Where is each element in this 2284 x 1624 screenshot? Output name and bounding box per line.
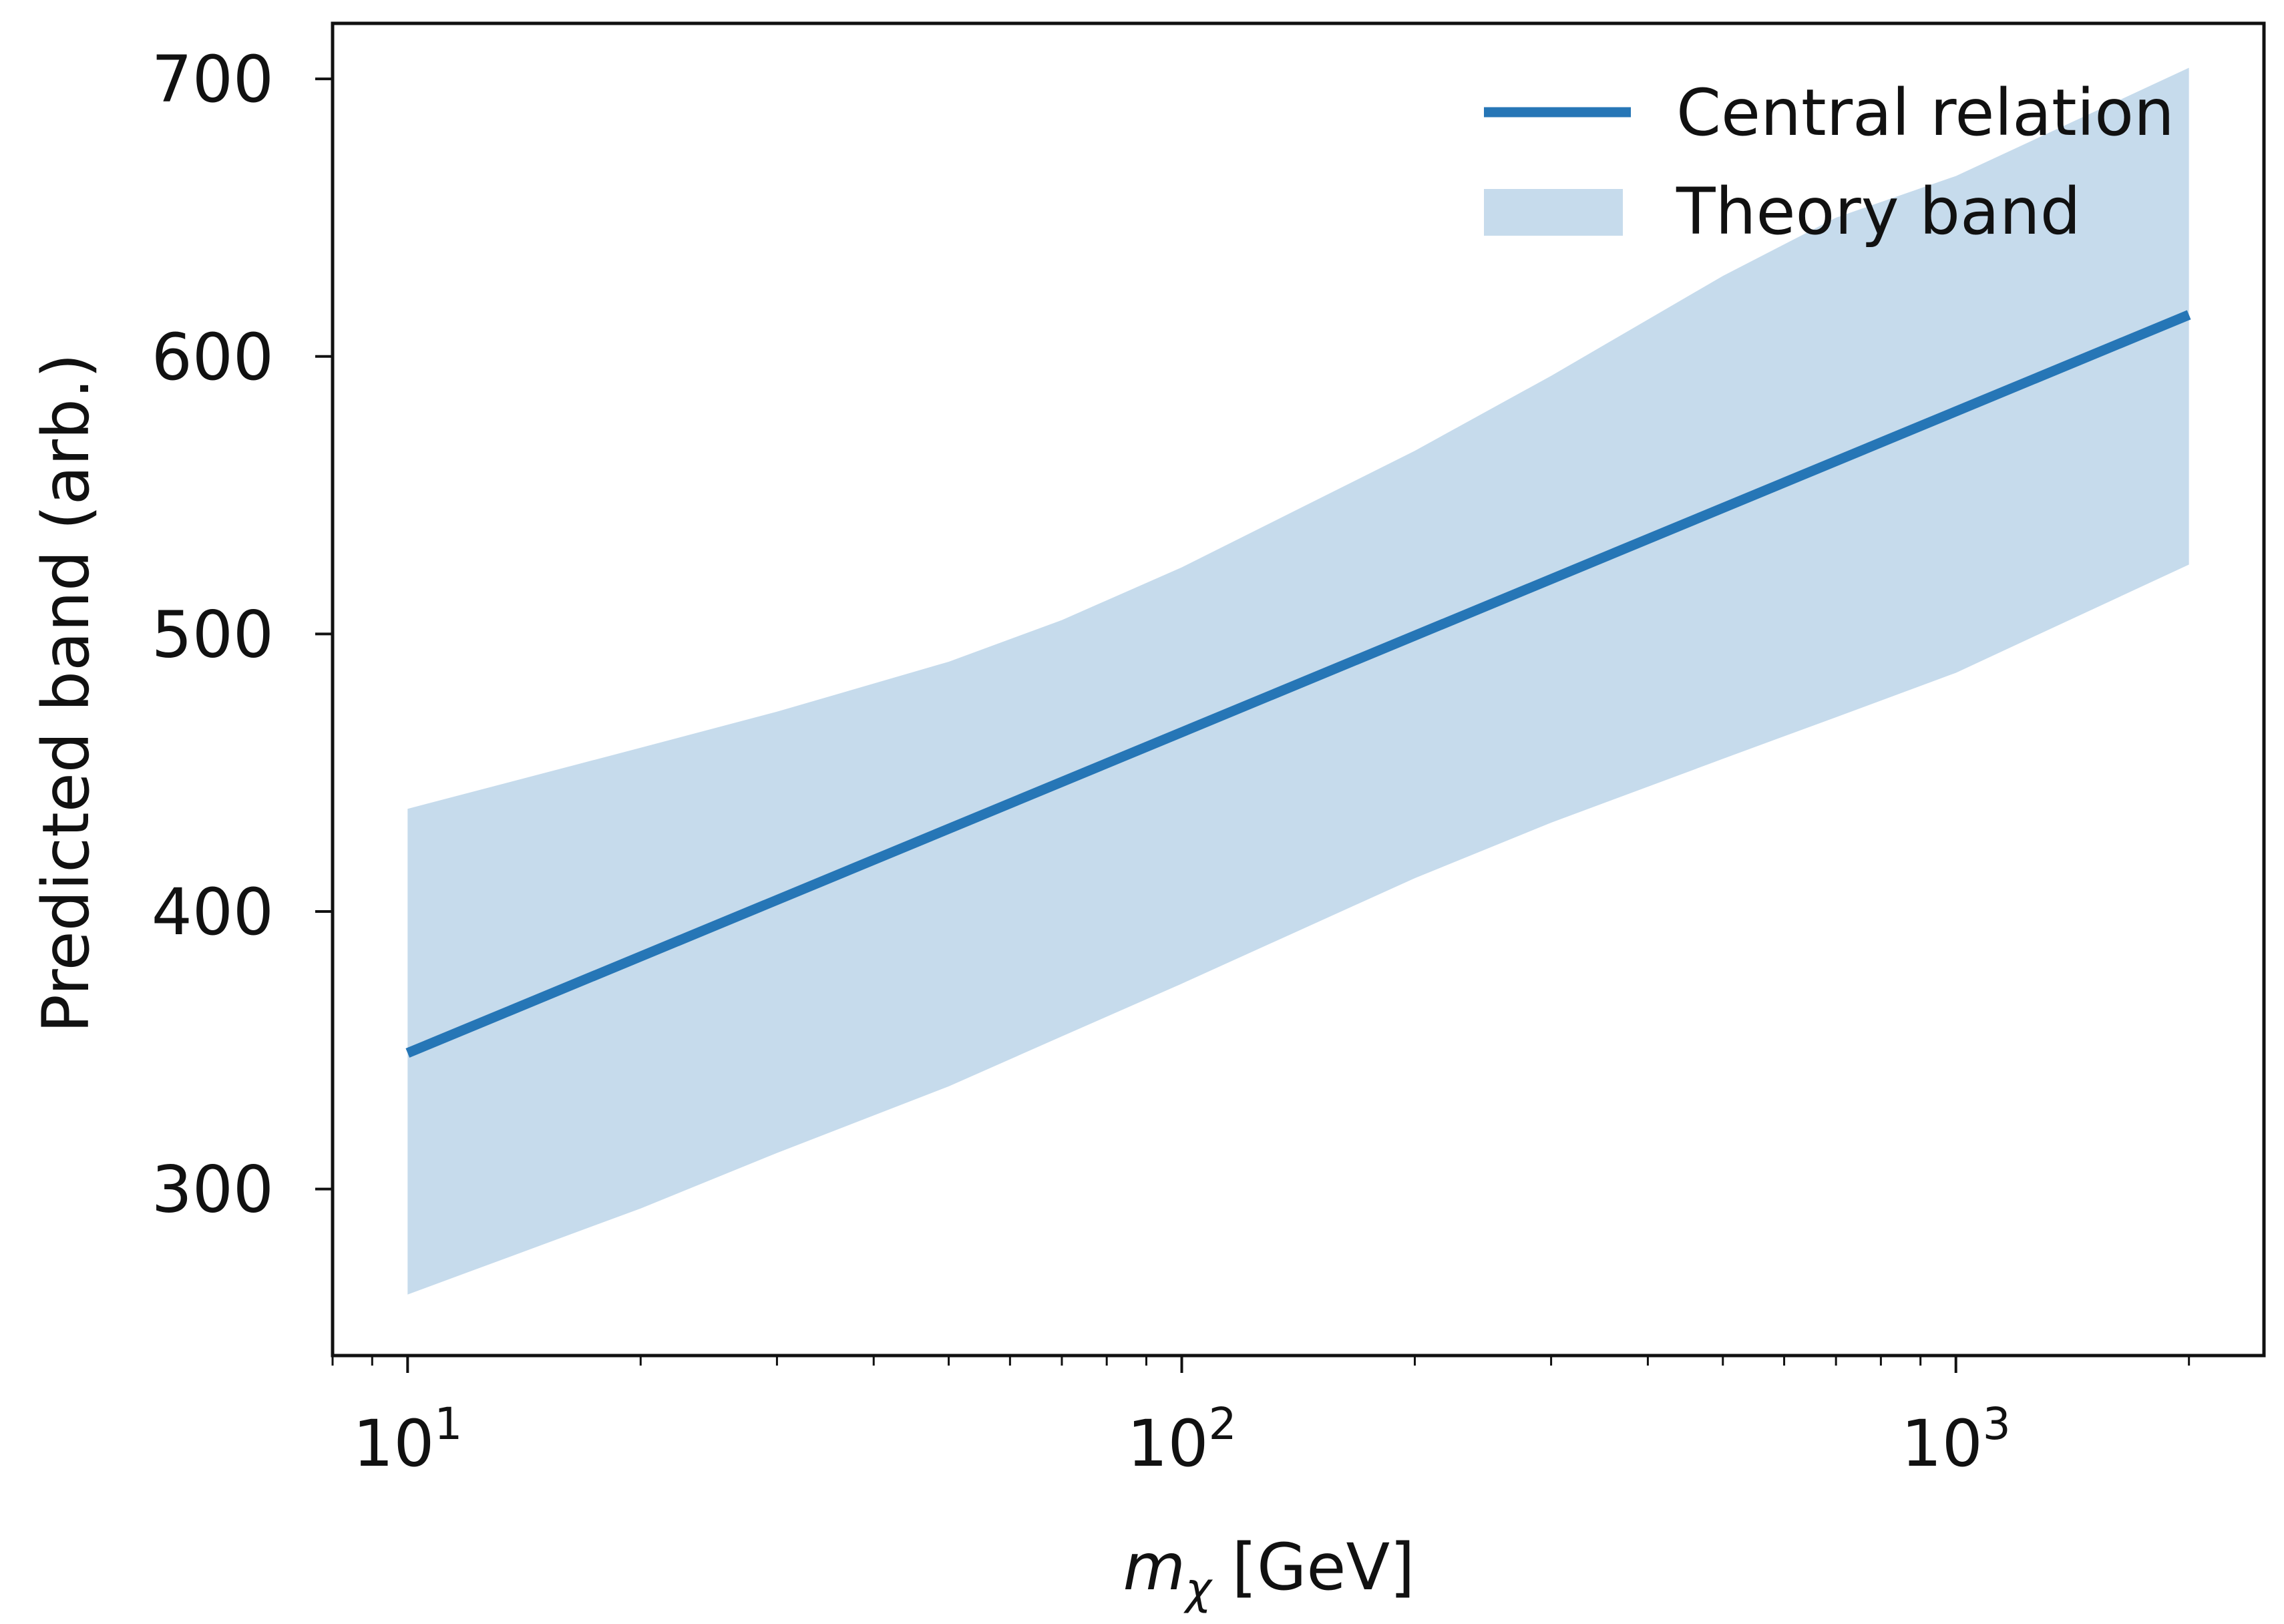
x-tick-label-base: 10 [353, 1406, 434, 1481]
y-axis-ticks: 300 400 500 600 700 [152, 42, 333, 1227]
x-tick-label-exponent: 1 [434, 1398, 462, 1450]
x-tick-label-exponent: 3 [1983, 1398, 2011, 1450]
legend-swatch-theory-band [1484, 189, 1623, 236]
y-tick-label: 500 [152, 597, 274, 672]
x-axis-title-subscript: χ [1183, 1563, 1213, 1615]
legend-label-theory-band: Theory band [1676, 174, 2081, 249]
legend: Central relation Theory band [1484, 75, 2174, 249]
y-axis-title: Predicted band (arb.) [29, 353, 104, 1033]
x-axis-title-unit: [GeV] [1211, 1530, 1415, 1605]
y-tick-label: 300 [152, 1153, 274, 1227]
y-tick-label: 700 [152, 42, 274, 117]
x-tick-label-exponent: 2 [1209, 1398, 1237, 1450]
central-relation-line [405, 310, 2191, 1058]
y-tick-label: 400 [152, 875, 274, 950]
plot-frame [331, 21, 2266, 1358]
x-tick-label: 101 [353, 1398, 462, 1481]
y-tick-label: 600 [152, 320, 274, 395]
x-axis-title-symbol: m [1123, 1530, 1185, 1605]
x-tick-label: 103 [1901, 1398, 2011, 1481]
x-axis-ticks: 101 102 103 [331, 1356, 2191, 1481]
x-tick-label-base: 10 [1127, 1406, 1208, 1481]
x-axis-title: mχ [GeV] [1123, 1530, 1414, 1615]
x-tick-label: 102 [1127, 1398, 1236, 1481]
central-line-layer [405, 310, 2191, 1058]
x-tick-label-base: 10 [1901, 1406, 1983, 1481]
legend-label-central-relation: Central relation [1676, 75, 2174, 150]
